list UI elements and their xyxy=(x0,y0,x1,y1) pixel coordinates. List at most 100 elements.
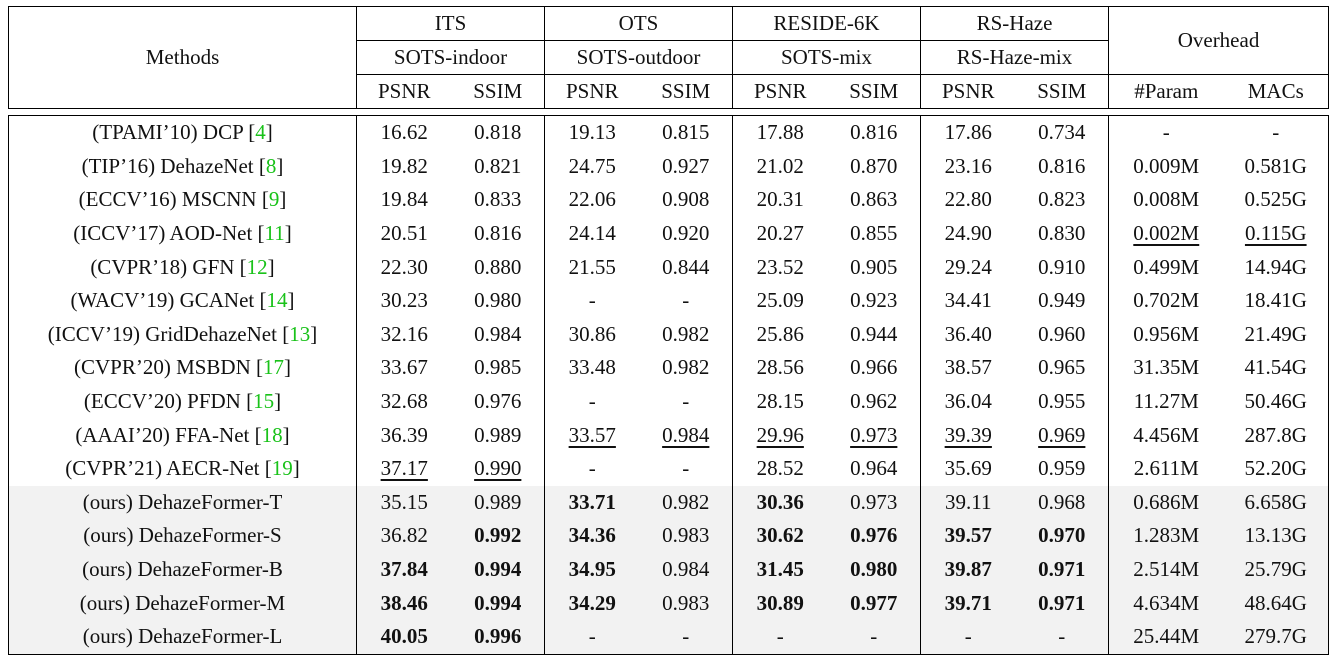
value-cell: 0.002M xyxy=(1133,221,1200,246)
method-venue: (ours) xyxy=(83,523,134,548)
value-cell: 36.04 xyxy=(944,389,992,414)
citation-link[interactable]: [19] xyxy=(259,456,300,481)
value-cell: 0.973 xyxy=(827,418,922,452)
metric-header: PSNR xyxy=(544,74,640,109)
metric-header: #Param xyxy=(1108,74,1224,109)
value-cell: 23.16 xyxy=(944,153,992,178)
method-cell: (ICCV’17) AOD-Net [11] xyxy=(8,216,357,251)
value-cell: - xyxy=(639,283,733,318)
citation-link[interactable]: [8] xyxy=(253,153,284,178)
value-cell: 28.52 xyxy=(756,456,804,481)
value-cell: 0.966 xyxy=(827,351,922,385)
method-name: MSBDN xyxy=(170,355,251,380)
method-cell: (ours) DehazeFormer-T xyxy=(8,485,357,520)
value-cell: 24.75 xyxy=(568,153,616,178)
value-cell: 0.982 xyxy=(639,317,733,352)
value-cell: - xyxy=(920,619,1016,655)
value-cell: 36.39 xyxy=(380,422,428,447)
value-cell: 0.905 xyxy=(827,250,922,284)
value-cell: 0.910 xyxy=(1015,250,1110,284)
value-cell: 36.82 xyxy=(356,519,452,553)
value-cell: 0.969 xyxy=(1015,418,1110,452)
value-cell: 23.52 xyxy=(756,254,804,279)
citation-link[interactable]: [9] xyxy=(256,187,287,212)
method-name: GridDehazeNet xyxy=(139,321,277,346)
value-cell: 20.51 xyxy=(380,221,428,246)
value-cell: 0.818 xyxy=(451,114,545,150)
method-name: GCANet xyxy=(174,288,255,313)
value-cell: 24.14 xyxy=(568,221,616,246)
method-cell: (ECCV’16) MSCNN [9] xyxy=(8,183,357,217)
value-cell: 0.989 xyxy=(451,418,545,452)
citation-link[interactable]: [4] xyxy=(242,120,273,145)
method-cell: (ours) DehazeFormer-M xyxy=(8,586,357,620)
citation-link[interactable]: [13] xyxy=(276,321,318,346)
value-cell: 32.68 xyxy=(380,389,428,414)
value-cell: 19.84 xyxy=(380,187,428,212)
value-cell: 29.24 xyxy=(944,254,992,279)
table-row: (TIP’16) DehazeNet [8] 19.82 0.821 24.75 0.9… xyxy=(8,149,1330,184)
method-venue: (ours) xyxy=(82,624,133,649)
method-venue: (ICCV’19) xyxy=(47,321,140,346)
value-cell: 25.09 xyxy=(756,288,804,313)
metric-header: SSIM xyxy=(639,74,733,109)
value-cell: 0.970 xyxy=(1015,519,1110,553)
value-cell: 0.863 xyxy=(827,183,922,217)
value-cell: 52.20G xyxy=(1223,451,1330,486)
value-cell: 40.05 xyxy=(356,619,452,655)
value-cell: 0.870 xyxy=(827,149,922,184)
value-cell: 0.816 xyxy=(827,114,922,150)
method-name: PFDN xyxy=(181,389,241,414)
method-venue: (ICCV’17) xyxy=(73,221,166,246)
value-cell: 0.821 xyxy=(451,149,545,184)
value-cell: 0.949 xyxy=(1015,283,1110,318)
value-cell: 35.69 xyxy=(944,456,992,481)
value-cell: 41.54G xyxy=(1223,351,1330,385)
value-cell: 0.009M xyxy=(1133,153,1200,178)
method-name: DCP xyxy=(197,120,243,145)
citation-link[interactable]: [18] xyxy=(249,422,290,447)
value-cell: 38.57 xyxy=(944,355,992,380)
value-cell: 24.90 xyxy=(944,221,992,246)
group-header-reside6k: RESIDE-6K xyxy=(732,6,922,41)
value-cell: 0.959 xyxy=(1015,451,1110,486)
table-row: (AAAI’20) FFA-Net [18] 36.39 0.989 33.57 0.9… xyxy=(8,418,1330,452)
value-cell: 39.11 xyxy=(920,485,1016,520)
table-row: (ICCV’19) GridDehazeNet [13] 32.16 0.984 30… xyxy=(8,317,1330,352)
method-name: DehazeFormer-L xyxy=(132,624,283,649)
citation-link[interactable]: [15] xyxy=(240,389,282,414)
method-venue: (ours) xyxy=(82,557,133,582)
value-cell: 0.985 xyxy=(451,351,545,385)
value-cell: 4.634M xyxy=(1108,586,1224,620)
method-name: FFA-Net xyxy=(169,422,250,447)
metric-header: MACs xyxy=(1223,74,1330,109)
value-cell: 0.960 xyxy=(1015,317,1110,352)
table-row: (ECCV’20) PFDN [15] 32.68 0.976- -28.15 0.96… xyxy=(8,384,1330,419)
value-cell: 0.833 xyxy=(451,183,545,217)
value-cell: 0.115G xyxy=(1223,216,1330,251)
value-cell: 35.15 xyxy=(356,485,452,520)
value-cell: 0.980 xyxy=(827,552,922,587)
table-row: (CVPR’18) GFN [12] 22.30 0.880 21.55 0.844 23… xyxy=(8,250,1330,284)
method-name: DehazeFormer-M xyxy=(129,590,286,615)
value-cell: 0.880 xyxy=(451,250,545,284)
citation-link[interactable]: [12] xyxy=(234,254,275,279)
value-cell: 0.976 xyxy=(827,519,922,553)
citation-link[interactable]: [11] xyxy=(252,221,292,246)
method-venue: (ECCV’20) xyxy=(83,389,182,414)
value-cell: - xyxy=(1223,114,1330,150)
citation-link[interactable]: [17] xyxy=(250,355,292,380)
table-row: (ours) DehazeFormer-M 38.46 0.994 34.29 0.98… xyxy=(8,586,1330,620)
method-name: MSCNN xyxy=(176,187,257,212)
value-cell: 0.962 xyxy=(827,384,922,419)
value-cell: 37.17 xyxy=(380,456,428,481)
table-row: (ours) DehazeFormer-B 37.84 0.994 34.95 0.98… xyxy=(8,552,1330,587)
citation-link[interactable]: [14] xyxy=(254,288,295,313)
method-venue: (TIP’16) xyxy=(81,153,156,178)
value-cell: 0.702M xyxy=(1133,288,1200,313)
value-cell: 22.30 xyxy=(380,254,428,279)
value-cell: 1.283M xyxy=(1108,519,1224,553)
value-cell: 0.964 xyxy=(827,451,922,486)
group-header-ots: OTS xyxy=(544,6,733,41)
value-cell: 0.956M xyxy=(1133,321,1200,346)
